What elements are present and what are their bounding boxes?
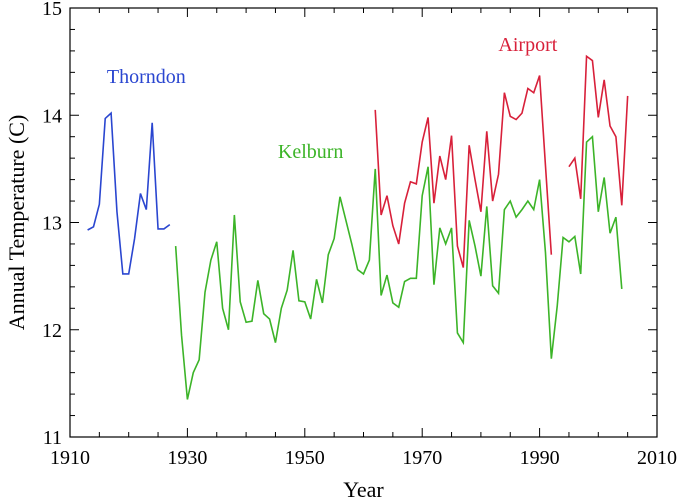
x-tick-label: 2010 (637, 447, 677, 469)
series-lines: Thorndon Kelburn Airport (87, 34, 629, 400)
series-label-thorndon: Thorndon (107, 66, 186, 88)
y-axis-title: Annual Temperature (C) (4, 115, 29, 331)
x-axis-title: Year (343, 477, 384, 502)
x-tick-label: 1930 (167, 447, 207, 469)
series-label-kelburn: Kelburn (278, 141, 344, 163)
y-tick-label: 15 (42, 0, 62, 20)
x-tick-label: 1970 (402, 447, 442, 469)
x-tick-label: 1950 (285, 447, 325, 469)
series-label-airport: Airport (498, 34, 557, 56)
y-tick-label: 12 (42, 320, 62, 342)
x-tick-label: 1910 (50, 447, 90, 469)
y-tick-label: 14 (42, 105, 62, 127)
series-line-airport (374, 54, 629, 268)
series-line-kelburn (174, 135, 623, 400)
x-tick-label: 1990 (520, 447, 560, 469)
series-line-thorndon (87, 111, 171, 275)
axis-ticks: 1910 1930 1950 1970 1990 2010 11 12 13 14 15 (42, 0, 677, 469)
y-tick-label: 11 (43, 427, 62, 449)
y-tick-label: 13 (42, 213, 62, 235)
